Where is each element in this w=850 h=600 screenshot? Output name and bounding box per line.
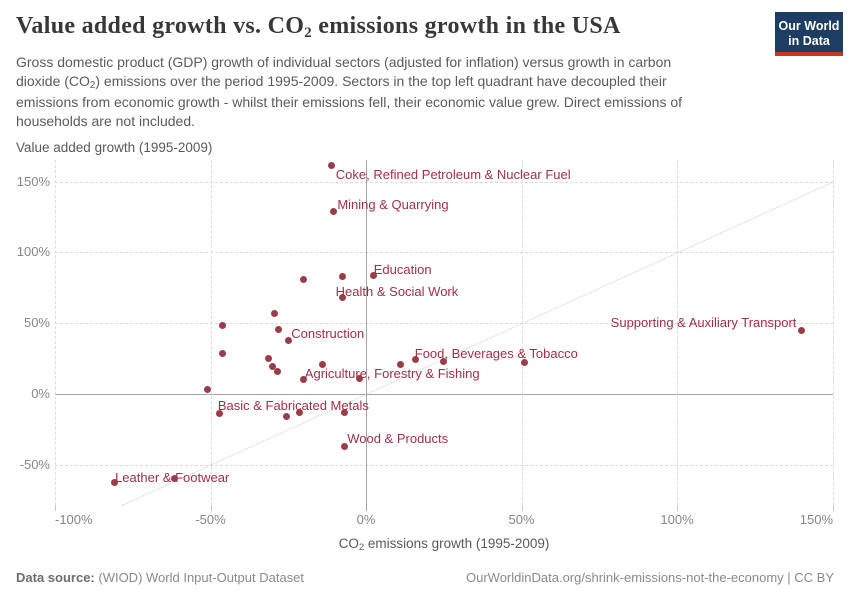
x-tick-label: -50% <box>195 512 226 527</box>
data-point[interactable] <box>284 337 292 345</box>
data-point[interactable] <box>340 409 348 417</box>
horizontal-gridline <box>55 464 833 466</box>
data-point[interactable] <box>521 359 529 367</box>
x-axis-tick <box>521 505 523 511</box>
data-point[interactable] <box>203 386 211 394</box>
vertical-gridline <box>55 160 56 505</box>
data-point[interactable] <box>412 356 420 364</box>
attribution-link[interactable]: OurWorldinData.org/shrink-emissions-not-… <box>466 570 834 585</box>
horizontal-gridline <box>55 181 833 183</box>
data-point[interactable] <box>797 327 805 335</box>
x-axis-tick <box>55 505 56 511</box>
vertical-gridline <box>210 160 212 505</box>
subtitle-line: dioxide (CO2) emissions over the period … <box>16 73 667 92</box>
y-tick-label: 0% <box>31 385 50 401</box>
data-point[interactable] <box>329 207 337 215</box>
data-source-note: Data source: (WIOD) World Input-Output D… <box>16 570 305 585</box>
data-point[interactable] <box>339 294 347 302</box>
vertical-gridline <box>677 160 678 505</box>
data-point[interactable] <box>283 412 291 420</box>
subtitle-line: Gross domestic product (GDP) growth of i… <box>16 54 672 70</box>
data-point[interactable] <box>356 374 364 382</box>
x-axis-tick <box>832 505 834 511</box>
data-point[interactable] <box>339 272 347 280</box>
sector-label[interactable]: Health & Social Work <box>335 283 459 299</box>
identity-line <box>121 181 834 506</box>
sector-label[interactable]: Construction <box>291 325 365 341</box>
y-axis-zero-line <box>366 160 367 511</box>
sector-label[interactable]: Mining & Quarrying <box>337 197 449 213</box>
data-point[interactable] <box>340 442 348 450</box>
data-point[interactable] <box>300 275 308 283</box>
x-axis-title: CO2 emissions growth (1995-2009) <box>338 536 550 554</box>
chart-subtitle: Gross domestic product (GDP) growth of i… <box>16 53 682 131</box>
x-tick-label: 0% <box>356 512 376 527</box>
x-tick-label: 150% <box>799 512 833 527</box>
data-point[interactable] <box>273 367 281 375</box>
vertical-gridline <box>521 160 523 505</box>
sector-label[interactable]: Agriculture, Forestry & Fishing <box>304 365 480 381</box>
x-axis-zero-line <box>55 393 833 395</box>
data-point[interactable] <box>219 321 227 329</box>
data-point[interactable] <box>300 376 308 384</box>
logo-line2: in Data <box>788 34 830 48</box>
y-tick-label: -50% <box>19 456 50 472</box>
owid-logo[interactable]: Our World in Data <box>775 12 843 56</box>
horizontal-gridline <box>55 323 833 325</box>
data-point[interactable] <box>440 358 448 366</box>
data-point[interactable] <box>216 410 224 418</box>
data-point[interactable] <box>270 310 278 318</box>
sector-label[interactable]: Food, Beverages & Tobacco <box>414 345 578 361</box>
x-tick-label: 100% <box>660 512 694 527</box>
x-tick-label: -100% <box>55 512 93 527</box>
x-tick-label: 50% <box>508 512 535 527</box>
data-point[interactable] <box>275 325 283 333</box>
sector-label[interactable]: Education <box>373 261 432 277</box>
horizontal-gridline <box>55 252 833 254</box>
y-tick-label: 150% <box>16 173 50 189</box>
data-point[interactable] <box>219 349 227 357</box>
x-axis-tick <box>677 505 678 511</box>
vertical-gridline <box>832 160 834 505</box>
data-point[interactable] <box>370 272 378 280</box>
data-point[interactable] <box>110 479 118 487</box>
x-axis-tick <box>210 505 212 511</box>
data-point[interactable] <box>171 475 179 483</box>
y-tick-label: 50% <box>23 315 50 331</box>
sector-label[interactable]: Basic & Fabricated Metals <box>217 397 369 413</box>
subtitle-line: households are not included. <box>16 113 196 129</box>
subtitle-line: emissions from economic growth - whilst … <box>16 94 683 110</box>
y-axis-title: Value added growth (1995-2009) <box>16 140 213 155</box>
page-title: Value added growth vs. CO2 emissions gro… <box>16 13 621 42</box>
data-point[interactable] <box>396 360 404 368</box>
data-point[interactable] <box>295 408 303 416</box>
data-point[interactable] <box>269 363 277 371</box>
data-point[interactable] <box>328 162 336 170</box>
y-tick-label: 100% <box>16 244 50 260</box>
sector-label[interactable]: Supporting & Auxiliary Transport <box>610 314 797 330</box>
logo-line1: Our World <box>778 19 840 33</box>
sector-label[interactable]: Coke, Refined Petroleum & Nuclear Fuel <box>335 166 571 182</box>
sector-label[interactable]: Wood & Products <box>347 431 449 447</box>
data-point[interactable] <box>264 354 272 362</box>
data-point[interactable] <box>318 360 326 368</box>
